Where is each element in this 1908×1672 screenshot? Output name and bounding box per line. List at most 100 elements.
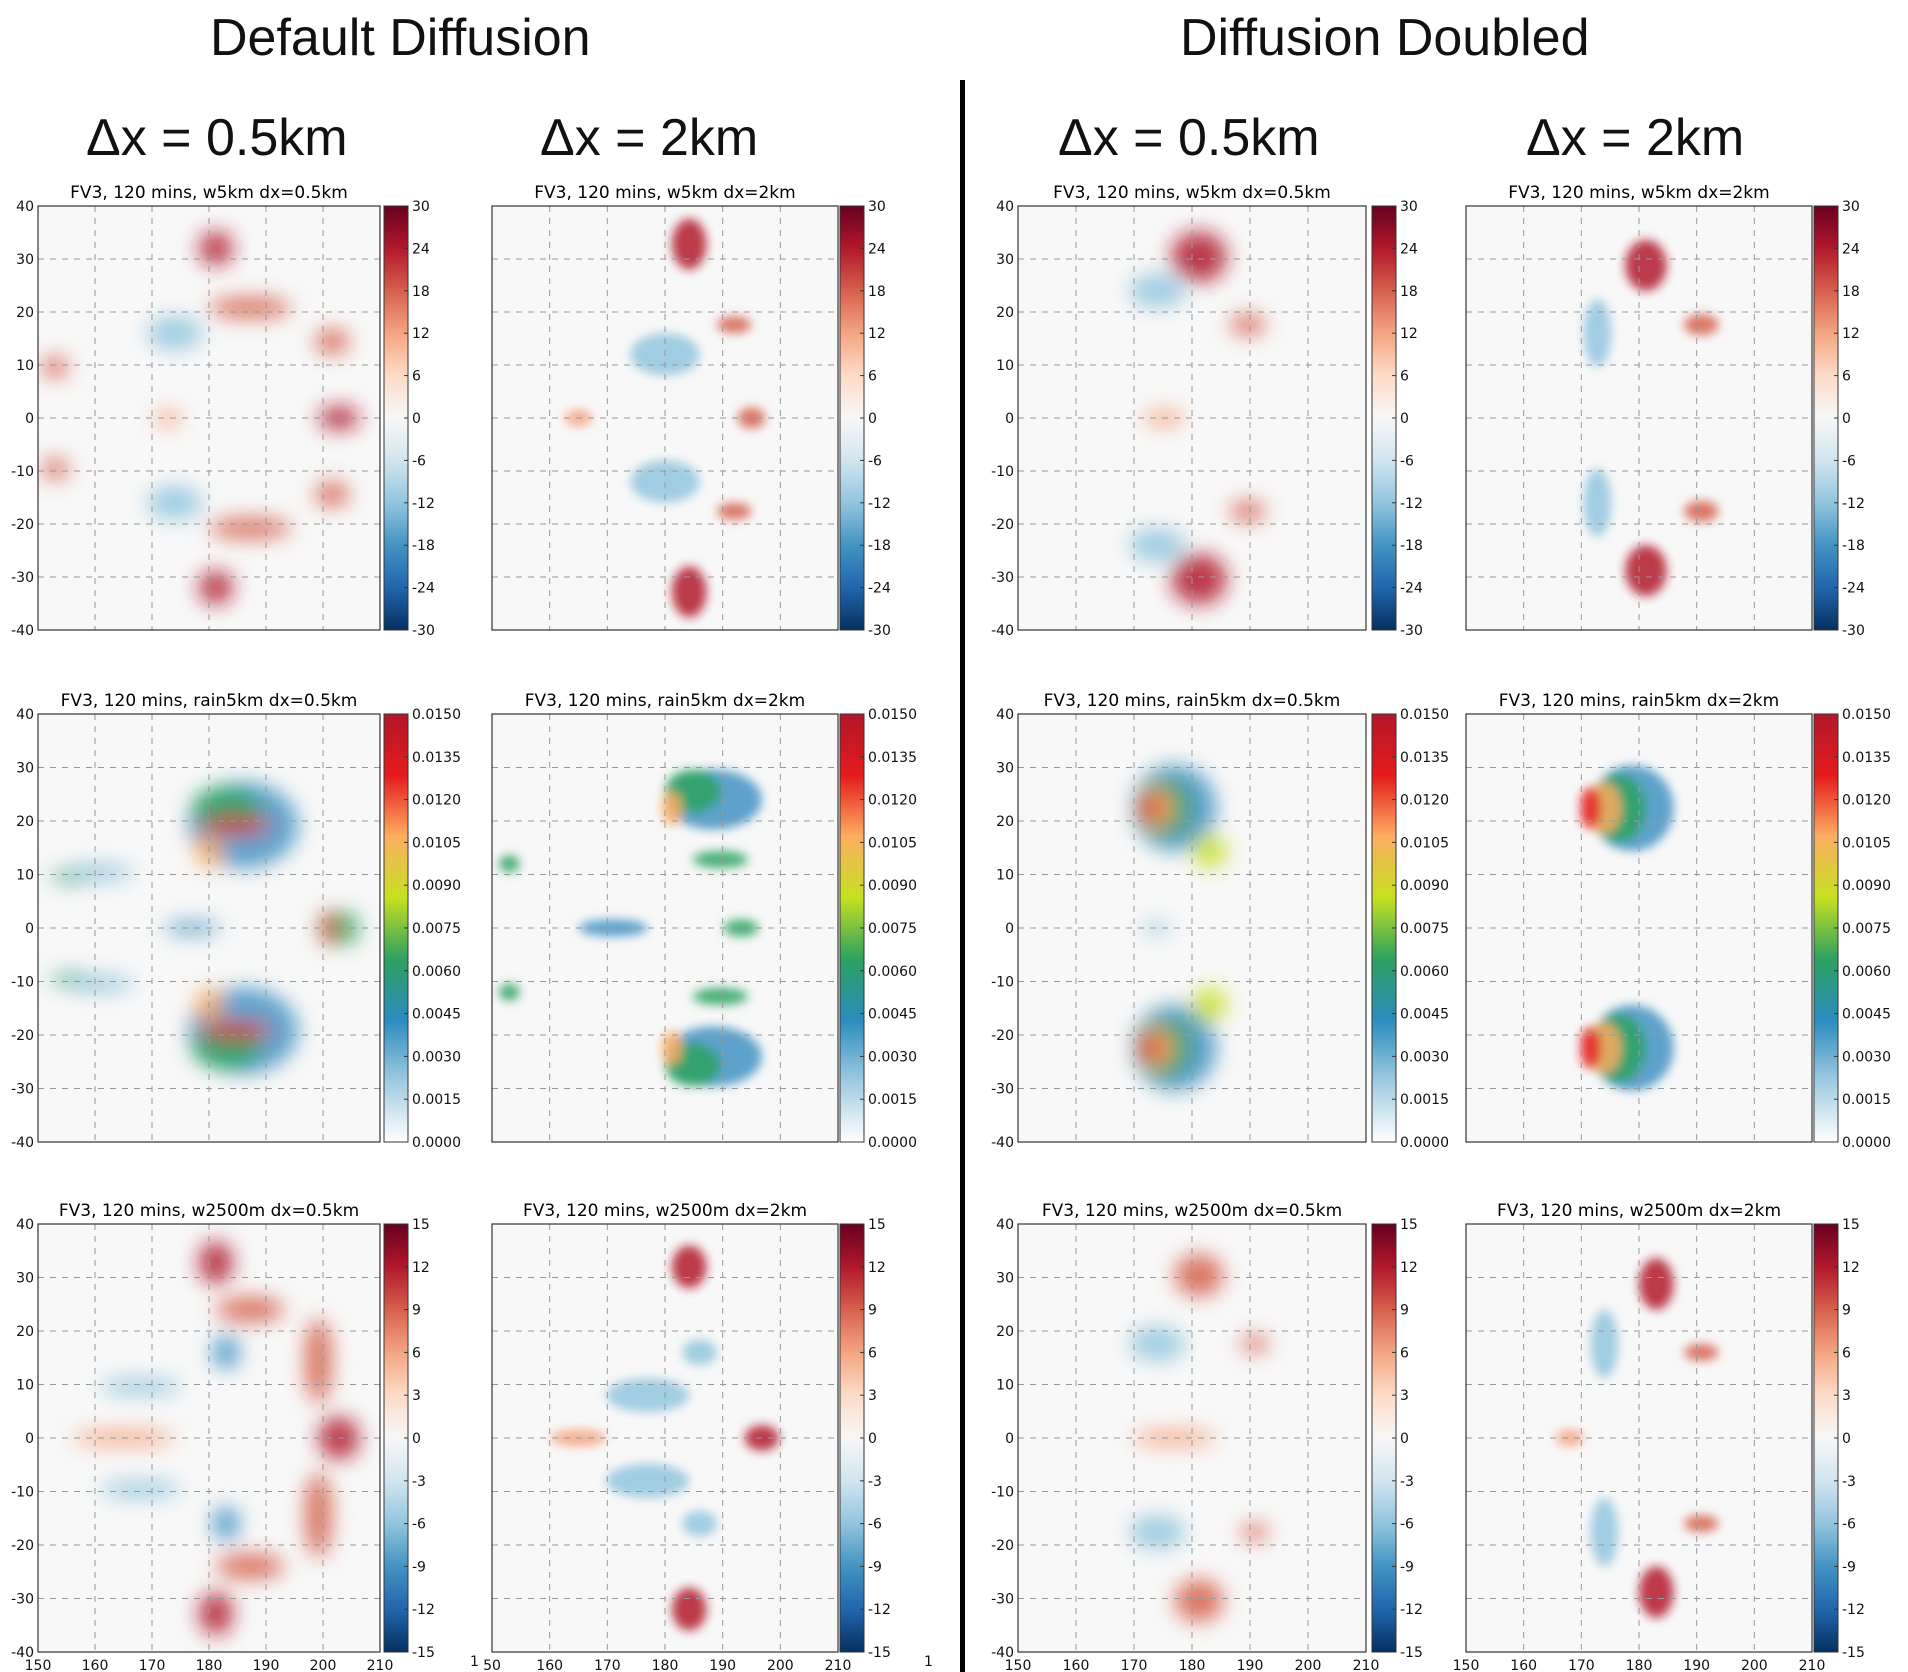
colorbar-tick-label: -24 <box>868 581 891 597</box>
y-tick-label: 20 <box>996 1324 1014 1340</box>
colorbar-tick-label: -12 <box>1400 496 1423 512</box>
x-tick-label: 160 <box>82 1658 109 1672</box>
panel-frame <box>37 713 381 1143</box>
field-blob <box>147 316 203 351</box>
colorbar-tick-label: 0.0030 <box>1400 1049 1449 1065</box>
y-tick-label: 40 <box>16 1217 34 1233</box>
field-blob <box>661 1030 683 1065</box>
field-blob <box>1580 1026 1601 1070</box>
colorbar-tick-label: -30 <box>1400 623 1423 639</box>
field-blob <box>1240 1523 1269 1541</box>
colorbar-tick-label: 3 <box>412 1388 421 1404</box>
field-blob <box>606 1378 690 1413</box>
field-blob <box>99 1480 182 1498</box>
colorbar-tick-label: -15 <box>412 1645 435 1661</box>
field-blob <box>1639 1258 1674 1310</box>
colorbar-tick-label: 3 <box>1400 1388 1409 1404</box>
x-tick-label: 160 <box>536 1658 563 1672</box>
field-shapes <box>1129 1253 1269 1623</box>
panel-frame <box>1465 1223 1813 1653</box>
y-tick-label: -10 <box>991 464 1014 480</box>
colorbar-tick-label: -9 <box>412 1559 426 1575</box>
field-shapes <box>1132 765 1227 1091</box>
section-divider <box>960 80 965 1672</box>
field-blob <box>682 1339 717 1366</box>
y-tick-label: 10 <box>996 358 1014 374</box>
colorbar-tick-label: 9 <box>412 1303 421 1319</box>
field-blob <box>164 921 220 935</box>
x-tick-label: 200 <box>1741 1658 1768 1672</box>
y-tick-label: -20 <box>11 1538 34 1554</box>
colorbar-tick-label: 0 <box>1842 1431 1851 1447</box>
colorbar-tick-label: -24 <box>1842 581 1865 597</box>
field-blob <box>215 1553 285 1580</box>
colorbar-tick-label: -6 <box>1400 453 1414 469</box>
colorbar-tick-label: 6 <box>1400 1345 1409 1361</box>
colorbar-tick-label: 18 <box>1400 284 1418 300</box>
colorbar-tick-label: 3 <box>868 1388 877 1404</box>
field-blob <box>716 502 752 520</box>
section-title-diffusion-doubled: Diffusion Doubled <box>1180 9 1590 67</box>
panel-title: FV3, 120 mins, rain5km dx=0.5km <box>61 691 358 711</box>
y-tick-label: -40 <box>991 623 1014 639</box>
colorbar-tick-label: -12 <box>1842 496 1865 512</box>
colorbar-tick-label: 0.0135 <box>1842 750 1891 766</box>
field-blob <box>1580 786 1601 830</box>
colorbar-tick-label: 0.0090 <box>1400 878 1449 894</box>
y-tick-label: -20 <box>991 1028 1014 1044</box>
y-tick-label: 0 <box>1005 1431 1014 1447</box>
colorbar-tick-label: 6 <box>1842 369 1851 385</box>
field-blob <box>661 791 683 826</box>
y-tick-label: 40 <box>996 199 1014 215</box>
y-tick-label: 20 <box>16 305 34 321</box>
x-tick-label: 200 <box>767 1658 794 1672</box>
colorbar-tick-label: 0 <box>1400 411 1409 427</box>
x-tick-label: 200 <box>1295 1658 1322 1672</box>
y-tick-label: 30 <box>16 1271 34 1287</box>
field-blob <box>1625 545 1667 597</box>
colorbar-tick-label: -6 <box>868 1517 882 1533</box>
y-tick-label: 10 <box>16 358 34 374</box>
colorbar-tick-label: 24 <box>412 241 430 257</box>
colorbar-tick-label: -12 <box>868 496 891 512</box>
x-tick-label: 150 <box>1005 1658 1032 1672</box>
colorbar-tick-label: -18 <box>1400 538 1423 554</box>
colorbar-tick-label: 24 <box>1842 241 1860 257</box>
panel-frame <box>1017 1223 1367 1653</box>
colorbar-tick-label: -6 <box>868 453 882 469</box>
y-tick-label: -40 <box>11 1135 34 1151</box>
x-tick-label: 190 <box>1237 1658 1264 1672</box>
field-blob <box>1129 1515 1186 1550</box>
colorbar-tick-label: 6 <box>1400 369 1409 385</box>
x-tick-label: 170 <box>139 1658 166 1672</box>
colorbar-tick-label: 12 <box>868 326 886 342</box>
colorbar-tick-label: 12 <box>1842 1260 1860 1276</box>
heatmap-panel: FV3, 120 mins, w2500m dx=0.5km403020100-… <box>11 1201 435 1672</box>
panel-frame <box>1465 713 1813 1143</box>
colorbar-tick-label: -3 <box>1842 1474 1856 1490</box>
colorbar-tick-label: 0.0000 <box>412 1135 461 1151</box>
panel-frame <box>37 1223 381 1653</box>
colorbar-tick-label: 0.0120 <box>1842 793 1891 809</box>
colorbar-tick-label: 0 <box>1400 1431 1409 1447</box>
y-tick-label: 40 <box>996 1217 1014 1233</box>
field-blob <box>215 1296 285 1323</box>
colorbar-tick-label: 3 <box>1842 1388 1851 1404</box>
y-tick-label: 10 <box>996 1378 1014 1394</box>
field-blob <box>682 1510 717 1537</box>
colorbar-tick-label: -30 <box>868 623 891 639</box>
field-blob <box>671 1587 707 1631</box>
field-blob <box>716 316 752 334</box>
panel-title: FV3, 120 mins, w5km dx=0.5km <box>70 183 348 203</box>
x-tick-label: 190 <box>1683 1658 1710 1672</box>
colorbar-tick-label: -12 <box>412 1602 435 1618</box>
colorbar-tick-label: 0.0150 <box>412 707 461 723</box>
panel-title: FV3, 120 mins, rain5km dx=0.5km <box>1044 691 1341 711</box>
y-tick-label: 30 <box>16 761 34 777</box>
field-blob <box>1139 795 1161 821</box>
field-blob <box>41 458 69 480</box>
field-blob <box>1230 500 1266 522</box>
x-tick-label: 180 <box>652 1658 679 1672</box>
colorbar-tick-label: 0.0045 <box>1842 1007 1891 1023</box>
